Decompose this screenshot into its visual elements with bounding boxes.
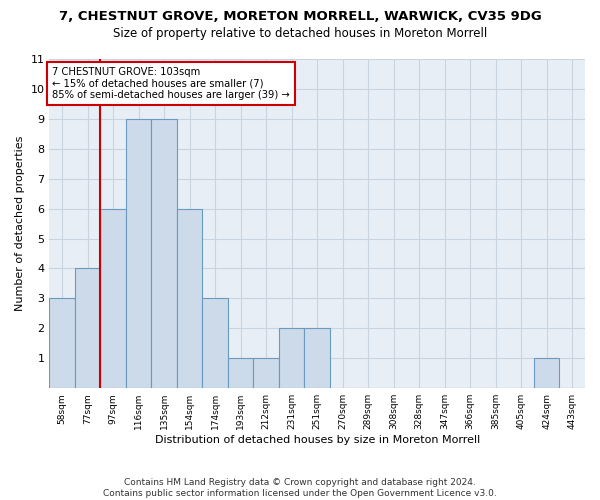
Bar xyxy=(534,358,559,388)
Bar xyxy=(228,358,253,388)
Bar xyxy=(75,268,100,388)
Bar xyxy=(100,208,126,388)
X-axis label: Distribution of detached houses by size in Moreton Morrell: Distribution of detached houses by size … xyxy=(155,435,480,445)
Text: Size of property relative to detached houses in Moreton Morrell: Size of property relative to detached ho… xyxy=(113,28,487,40)
Bar xyxy=(151,119,177,388)
Text: 7 CHESTNUT GROVE: 103sqm
← 15% of detached houses are smaller (7)
85% of semi-de: 7 CHESTNUT GROVE: 103sqm ← 15% of detach… xyxy=(52,67,290,100)
Bar xyxy=(304,328,330,388)
Bar xyxy=(177,208,202,388)
Bar xyxy=(126,119,151,388)
Bar xyxy=(253,358,279,388)
Text: 7, CHESTNUT GROVE, MORETON MORRELL, WARWICK, CV35 9DG: 7, CHESTNUT GROVE, MORETON MORRELL, WARW… xyxy=(59,10,541,23)
Bar xyxy=(49,298,75,388)
Bar xyxy=(202,298,228,388)
Text: Contains HM Land Registry data © Crown copyright and database right 2024.
Contai: Contains HM Land Registry data © Crown c… xyxy=(103,478,497,498)
Bar xyxy=(279,328,304,388)
Y-axis label: Number of detached properties: Number of detached properties xyxy=(15,136,25,312)
